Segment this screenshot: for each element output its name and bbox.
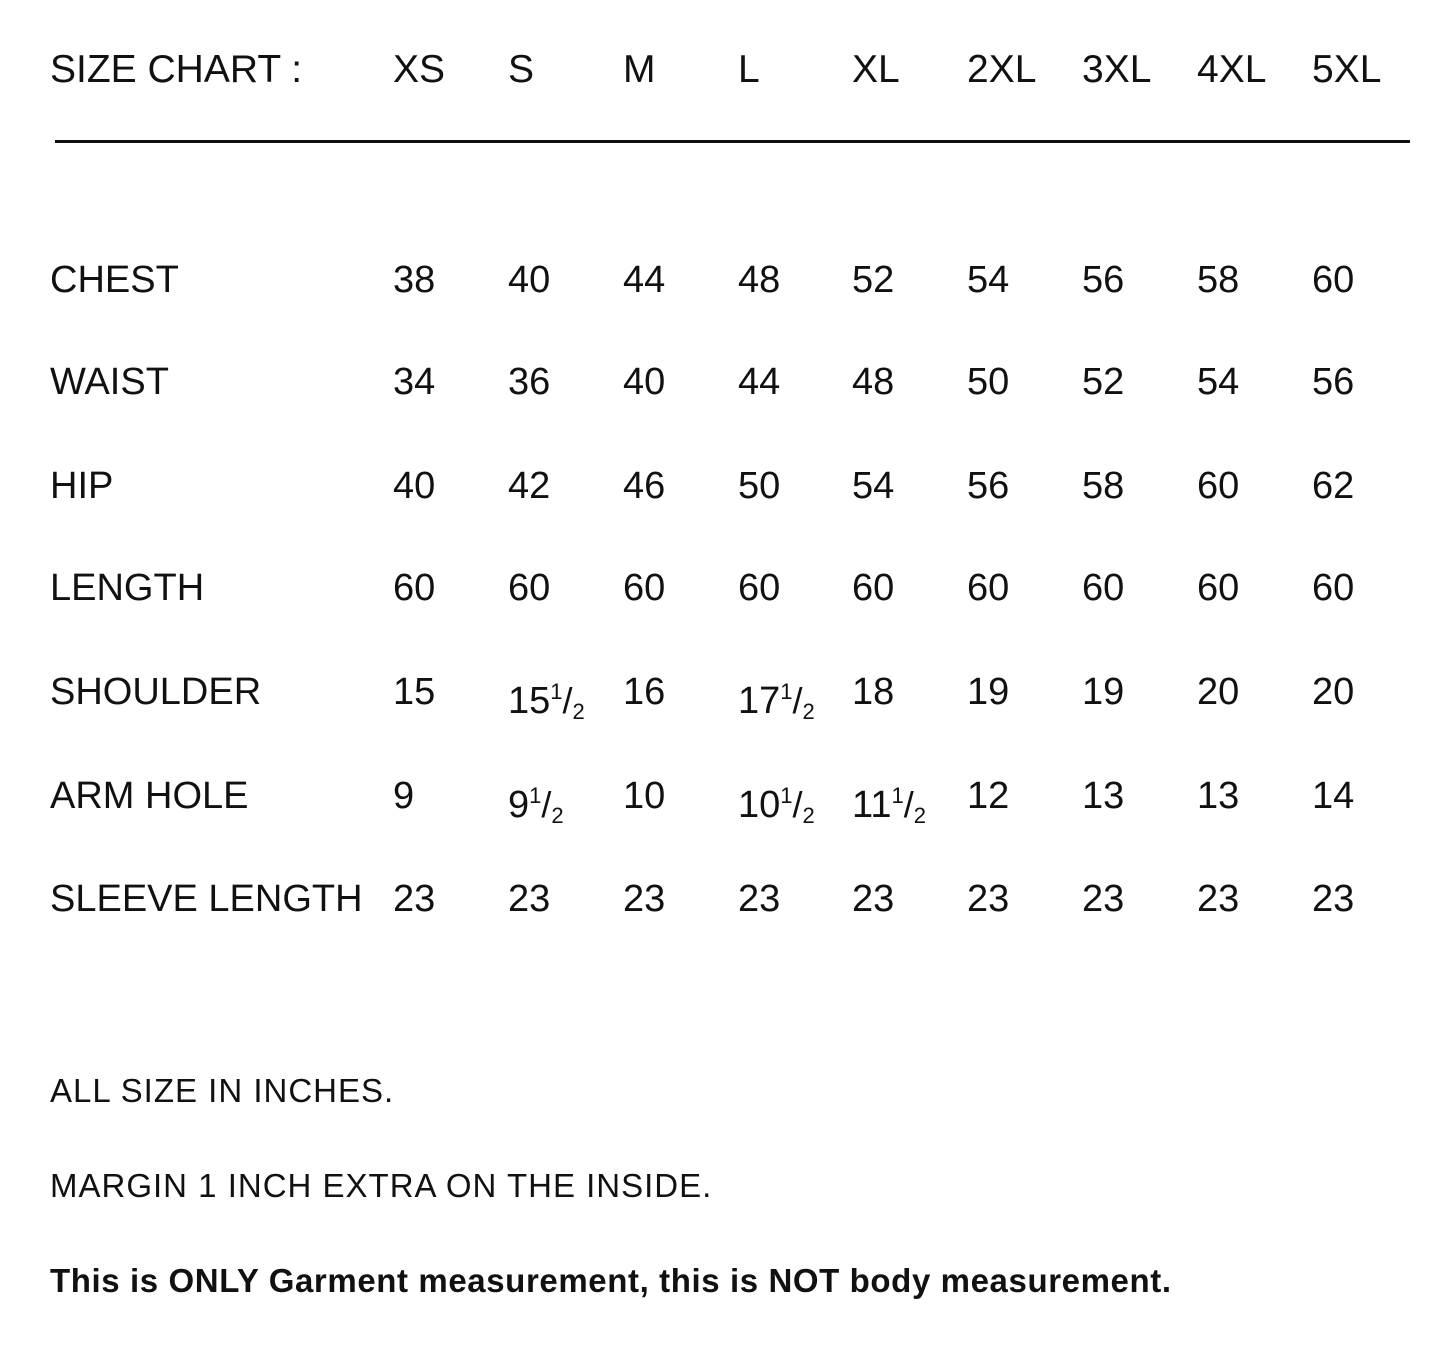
measurement-value: 101/2 xyxy=(738,783,815,828)
measurement-value: 23 xyxy=(1197,878,1240,920)
measurement-value: 36 xyxy=(508,361,551,403)
measurement-value: 60 xyxy=(1312,567,1355,609)
measurement-value: 40 xyxy=(623,361,666,403)
disclaimer-note: This is ONLY Garment measurement, this i… xyxy=(50,1262,1172,1299)
measurement-value: 58 xyxy=(1197,259,1240,301)
size-column-header: S xyxy=(508,48,535,91)
measurement-value: 19 xyxy=(1082,671,1125,713)
measurement-value: 23 xyxy=(1312,878,1355,920)
measurement-value: 54 xyxy=(967,259,1010,301)
measurement-label: WAIST xyxy=(50,361,169,403)
measurement-value: 48 xyxy=(852,361,895,403)
measurement-value: 58 xyxy=(1082,465,1125,507)
measurement-value: 23 xyxy=(852,878,895,920)
units-note: ALL SIZE IN INCHES. xyxy=(50,1072,395,1109)
measurement-value: 62 xyxy=(1312,465,1355,507)
measurement-label: SHOULDER xyxy=(50,671,262,713)
measurement-value: 12 xyxy=(967,775,1010,817)
measurement-value: 60 xyxy=(1082,567,1125,609)
measurement-value: 19 xyxy=(967,671,1010,713)
measurement-value: 9 xyxy=(393,775,415,817)
table-row: SHOULDER 15 151/2 16 171/2 18 19 19 20 20 xyxy=(0,667,1445,724)
measurement-value: 111/2 xyxy=(852,783,926,828)
table-row: HIP 40 42 46 50 54 56 58 60 62 xyxy=(0,461,1445,511)
measurement-value: 56 xyxy=(967,465,1010,507)
margin-note: MARGIN 1 INCH EXTRA ON THE INSIDE. xyxy=(50,1167,713,1204)
measurement-value: 20 xyxy=(1197,671,1240,713)
measurement-value: 23 xyxy=(738,878,781,920)
measurement-value: 42 xyxy=(508,465,551,507)
size-column-header: XL xyxy=(852,48,900,91)
measurement-value: 60 xyxy=(1312,259,1355,301)
measurement-value: 23 xyxy=(393,878,436,920)
table-row: ARM HOLE 9 91/2 10 101/2 111/2 12 13 13 14 xyxy=(0,771,1445,828)
measurement-value: 23 xyxy=(508,878,551,920)
measurement-value: 13 xyxy=(1082,775,1125,817)
measurement-value: 50 xyxy=(738,465,781,507)
measurement-value: 46 xyxy=(623,465,666,507)
measurement-value: 60 xyxy=(508,567,551,609)
measurement-label: SLEEVE LENGTH xyxy=(50,878,363,920)
measurement-label: CHEST xyxy=(50,259,179,301)
measurement-value: 16 xyxy=(623,671,666,713)
size-column-header: L xyxy=(738,48,760,91)
measurement-value: 20 xyxy=(1312,671,1355,713)
measurement-value: 50 xyxy=(967,361,1010,403)
size-column-header: 5XL xyxy=(1312,48,1382,91)
measurement-value: 13 xyxy=(1197,775,1240,817)
measurement-value: 23 xyxy=(623,878,666,920)
size-column-header: 3XL xyxy=(1082,48,1152,91)
measurement-value: 10 xyxy=(623,775,666,817)
measurement-value: 40 xyxy=(508,259,551,301)
measurement-value: 23 xyxy=(1082,878,1125,920)
measurement-value: 60 xyxy=(738,567,781,609)
measurement-value: 54 xyxy=(852,465,895,507)
measurement-value: 56 xyxy=(1082,259,1125,301)
measurement-value: 60 xyxy=(623,567,666,609)
size-header-row: SIZE CHART : XS S M L XL 2XL 3XL 4XL 5XL xyxy=(0,45,1445,95)
measurement-label: ARM HOLE xyxy=(50,775,249,817)
size-column-header: 2XL xyxy=(967,48,1037,91)
size-column-header: XS xyxy=(393,48,446,91)
measurement-value: 14 xyxy=(1312,775,1355,817)
measurement-value: 15 xyxy=(393,671,436,713)
size-column-header: M xyxy=(623,48,656,91)
measurement-value: 48 xyxy=(738,259,781,301)
measurement-value: 91/2 xyxy=(508,783,564,828)
measurement-value: 60 xyxy=(1197,465,1240,507)
measurement-value: 52 xyxy=(852,259,895,301)
measurement-value: 151/2 xyxy=(508,679,585,724)
measurement-value: 23 xyxy=(967,878,1010,920)
measurement-value: 54 xyxy=(1197,361,1240,403)
table-row: SLEEVE LENGTH 23 23 23 23 23 23 23 23 23 xyxy=(0,874,1445,924)
measurement-value: 171/2 xyxy=(738,679,815,724)
measurement-value: 60 xyxy=(852,567,895,609)
header-divider xyxy=(55,140,1410,143)
table-row: WAIST 34 36 40 44 48 50 52 54 56 xyxy=(0,357,1445,407)
table-row: LENGTH 60 60 60 60 60 60 60 60 60 xyxy=(0,563,1445,613)
measurement-value: 18 xyxy=(852,671,895,713)
measurement-value: 60 xyxy=(1197,567,1240,609)
measurement-value: 38 xyxy=(393,259,436,301)
measurement-label: HIP xyxy=(50,465,114,507)
measurement-value: 40 xyxy=(393,465,436,507)
size-column-header: 4XL xyxy=(1197,48,1267,91)
measurement-value: 44 xyxy=(738,361,781,403)
measurement-value: 44 xyxy=(623,259,666,301)
measurement-value: 52 xyxy=(1082,361,1125,403)
measurement-label: LENGTH xyxy=(50,567,205,609)
measurement-value: 60 xyxy=(393,567,436,609)
measurement-value: 34 xyxy=(393,361,436,403)
size-chart-title: SIZE CHART : xyxy=(50,48,303,91)
measurement-value: 60 xyxy=(967,567,1010,609)
table-row: CHEST 38 40 44 48 52 54 56 58 60 xyxy=(0,255,1445,305)
measurement-value: 56 xyxy=(1312,361,1355,403)
